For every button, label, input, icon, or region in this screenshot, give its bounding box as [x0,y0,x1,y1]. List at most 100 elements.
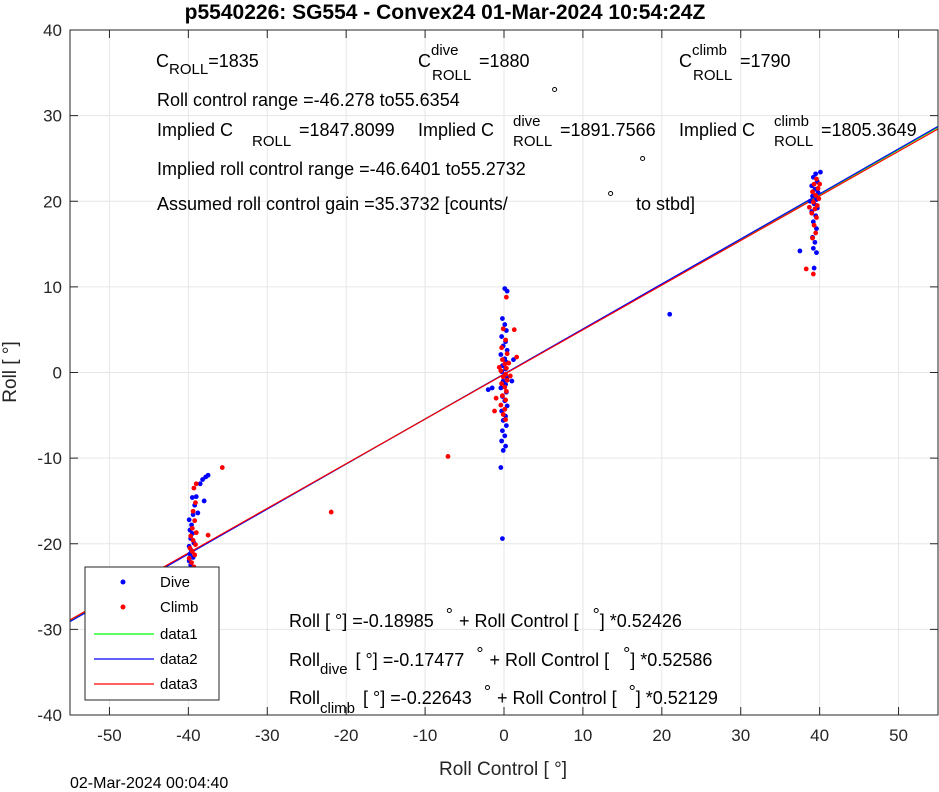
implied-c-roll-climb-sub: ROLL [774,133,813,150]
point-climb [492,408,497,414]
point-dive [502,433,508,439]
y-tick-label: -30 [37,620,62,639]
point-dive [498,385,504,391]
point-climb [500,374,506,380]
point-climb [503,294,509,300]
roll-control-range: Roll control range =-46.278 to55.6354 [157,90,460,110]
point-climb [189,525,195,531]
point-climb [499,345,505,351]
point-climb [812,206,818,212]
point-climb [504,377,510,383]
y-tick-label: 30 [43,107,62,126]
implied-c-roll-climb-sup: climb [774,113,809,130]
point-climb [811,222,817,228]
point-climb [191,485,197,491]
point-climb [193,500,198,506]
point-climb [193,530,199,536]
footer-timestamp: 02-Mar-2024 00:04:40 [70,775,228,792]
point-climb [817,181,823,187]
point-climb [499,381,505,387]
point-climb [219,465,225,470]
point-climb [503,417,508,422]
y-tick-label: -40 [37,706,62,725]
point-dive [503,443,508,449]
point-climb [810,271,816,277]
point-climb [186,555,192,561]
point-climb [503,365,509,371]
implied-c-roll-dive-value: =1891.7566 [560,120,656,140]
legend-label-dive: Dive [160,574,190,591]
implied-c-roll-value: =1847.8099 [299,120,395,140]
c-roll-climb-sub: ROLL [693,67,732,84]
legend-marker-dive [120,579,126,585]
point-dive [498,352,504,357]
point-dive [189,495,195,500]
point-dive [500,316,505,321]
point-dive [205,472,211,478]
point-climb [493,395,499,401]
x-tick-label: -50 [97,726,122,745]
point-climb [188,533,194,539]
point-climb [496,364,502,370]
fit-equation-climb: Rollclimb[ °] =-0.22643 ° + Roll Control [… [289,682,718,717]
x-tick-label: 0 [499,726,508,745]
point-climb [500,412,506,417]
point-climb [192,518,198,524]
gain-suffix: to stbd] [636,194,695,214]
point-climb [502,406,508,412]
c-roll-annotation: CROLL=1835 [156,51,259,78]
y-tick-label: 10 [43,278,62,297]
implied-c-roll-dive-sub: ROLL [513,133,552,150]
point-climb [500,357,505,363]
y-tick-label: 40 [43,21,62,40]
point-climb [814,215,819,220]
point-climb [500,326,506,332]
gain-degree-marker: ° [607,188,614,208]
y-tick-label: 20 [43,192,62,211]
point-dive [499,438,505,444]
c-roll-dive-sub: ROLL [432,67,471,84]
point-climb [811,181,817,187]
x-axis-label: Roll Control [ °] [439,759,567,780]
y-tick-label: 0 [53,364,62,383]
c-roll-climb-value: =1790 [740,51,791,71]
point-climb [810,235,815,241]
x-tick-label: 10 [573,726,592,745]
point-dive [797,248,803,254]
point-dive [504,403,510,409]
fit-equation-dive: Rolldive[ °] =-0.17477 ° + Roll Control [°… [289,644,712,678]
point-dive [509,378,515,384]
point-dive [503,423,509,428]
point-climb [190,537,196,543]
point-climb [813,230,819,236]
point-climb [815,186,821,191]
point-dive [499,334,505,339]
point-climb [192,552,198,558]
y-axis-label: Roll [ °] [0,341,21,402]
point-climb [507,373,513,379]
legend-label-data2: data2 [160,651,198,668]
implied-range-degree-marker: ° [639,153,646,173]
implied-c-roll: Implied C [157,120,233,140]
point-dive [500,448,506,453]
point-climb [205,532,211,538]
range-degree-marker: ° [551,84,558,104]
point-dive [812,239,818,245]
point-dive [810,245,816,251]
point-dive [814,226,819,232]
point-dive [500,536,505,542]
legend-label-data3: data3 [160,676,198,693]
point-climb [445,454,451,459]
point-climb [503,388,509,394]
implied-c-roll-dive-sup: dive [513,113,541,130]
point-climb [506,360,512,366]
point-climb [511,327,517,333]
point-dive [504,288,510,294]
x-tick-label: 40 [810,726,829,745]
x-tick-label: -40 [176,726,201,745]
x-tick-label: -20 [334,726,359,745]
point-climb [503,337,508,343]
implied-roll-control-range: Implied roll control range =-46.6401 to5… [157,159,526,179]
point-climb [328,509,334,515]
